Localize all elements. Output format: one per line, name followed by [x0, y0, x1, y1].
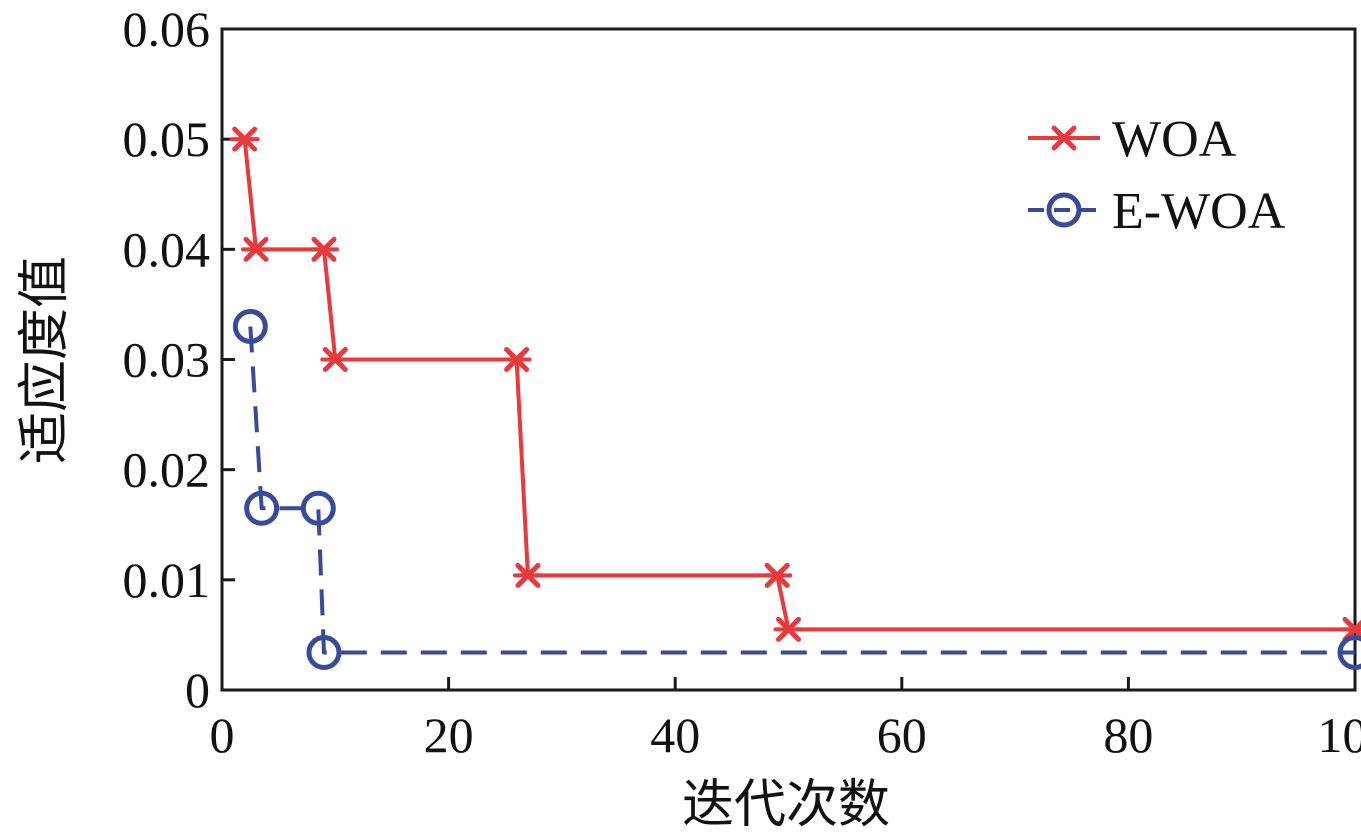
- data-point: [244, 490, 280, 526]
- axes: 0 20 40 60 80 100 0 0.01 0.02 0.03 0.04 0.05 0.06: [123, 1, 1361, 763]
- legend-label: WOA: [1112, 111, 1237, 168]
- legend-marker: [1046, 192, 1082, 228]
- data-point: [229, 126, 260, 152]
- y-tick-label: 0.01: [123, 552, 211, 608]
- data-point: [762, 562, 793, 588]
- series-e-woa: [232, 308, 1361, 671]
- y-tick-label: 0.06: [123, 1, 211, 57]
- data-point: [308, 236, 339, 262]
- y-tick-label: 0.05: [123, 111, 211, 167]
- y-tick-label: 0.03: [123, 332, 211, 388]
- data-point: [1340, 616, 1361, 642]
- data-point: [320, 347, 351, 372]
- legend-entry: E-WOA: [1028, 183, 1286, 240]
- data-point: [1337, 635, 1361, 671]
- data-point: [240, 236, 271, 262]
- series-woa: [229, 126, 1361, 642]
- x-tick-label: 40: [650, 707, 700, 763]
- x-tick-label: 20: [424, 707, 474, 763]
- legend: WOA E-WOA: [1028, 111, 1286, 240]
- legend-label: E-WOA: [1112, 183, 1286, 240]
- data-point: [501, 347, 532, 372]
- x-tick-label: 60: [877, 707, 927, 763]
- x-tick-label: 0: [210, 707, 235, 763]
- data-point: [300, 490, 336, 526]
- y-tick-label: 0.02: [123, 442, 211, 498]
- data-point: [306, 635, 342, 671]
- x-tick-label: 80: [1103, 707, 1153, 763]
- series-line: [248, 326, 1355, 655]
- y-tick-label: 0: [185, 662, 210, 718]
- data-point: [773, 616, 804, 642]
- data-point: [512, 562, 543, 588]
- legend-entry: WOA: [1028, 111, 1237, 168]
- data-point: [232, 308, 268, 344]
- x-tick-label: 100: [1318, 707, 1361, 763]
- x-axis-title: 迭代次数: [682, 775, 890, 835]
- series-layer: [229, 126, 1361, 671]
- y-tick-label: 0.04: [123, 221, 211, 277]
- y-axis-title: 适应度值: [15, 256, 75, 464]
- legend-marker: [1049, 125, 1079, 151]
